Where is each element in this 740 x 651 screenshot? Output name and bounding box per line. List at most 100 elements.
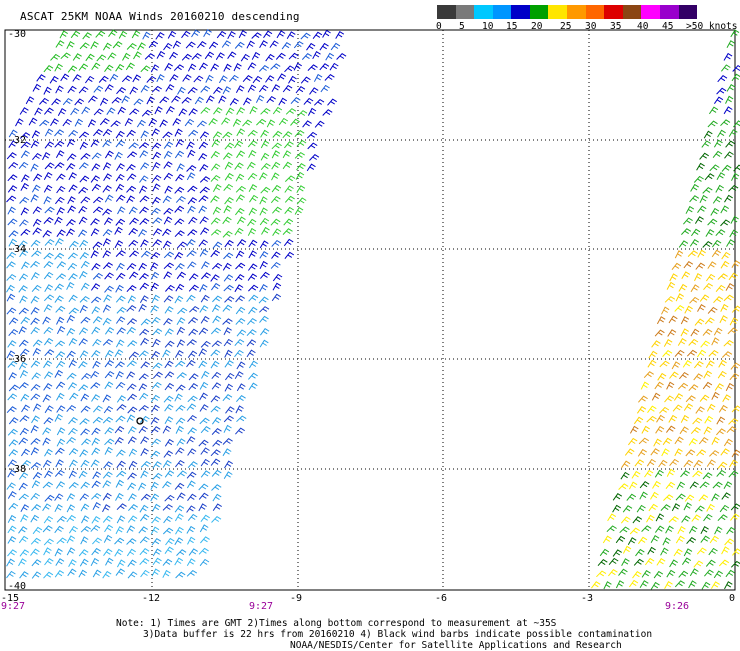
wind-barb xyxy=(638,396,647,402)
wind-barb xyxy=(117,328,126,334)
wind-barb xyxy=(67,438,76,444)
wind-barb xyxy=(44,218,53,224)
wind-barb xyxy=(696,407,705,414)
wind-barb xyxy=(93,207,103,213)
wind-barb xyxy=(165,384,174,390)
wind-barb xyxy=(699,495,708,501)
wind-barb xyxy=(695,506,704,512)
wind-barb xyxy=(81,394,89,401)
wind-barb xyxy=(596,571,606,577)
wind-barb xyxy=(163,350,171,357)
wind-barb xyxy=(103,43,111,50)
wind-barb xyxy=(57,230,66,237)
wind-barb xyxy=(679,373,688,379)
wind-barb xyxy=(189,374,198,380)
wind-barb xyxy=(9,450,18,456)
wind-barb xyxy=(330,64,338,71)
wind-barb xyxy=(271,197,280,203)
wind-barb xyxy=(212,418,221,425)
wind-barb xyxy=(294,42,303,48)
wind-barb xyxy=(224,285,234,291)
wind-barb xyxy=(237,108,245,115)
wind-barb xyxy=(31,308,39,315)
wind-barb xyxy=(79,385,88,391)
wind-barb xyxy=(235,42,244,48)
wind-barb xyxy=(177,318,185,325)
wind-barb xyxy=(187,251,197,257)
wind-barb xyxy=(93,570,101,577)
wind-barb xyxy=(44,295,54,301)
wind-barb xyxy=(199,504,207,511)
wind-barb xyxy=(80,240,88,247)
wind-barb xyxy=(26,97,34,104)
wind-barb xyxy=(79,188,88,194)
wind-barb xyxy=(186,42,195,48)
wind-barb xyxy=(621,517,630,523)
wind-barb xyxy=(700,295,709,301)
wind-barb xyxy=(655,330,664,336)
wind-barb xyxy=(710,165,720,171)
wind-barb xyxy=(68,197,76,204)
wind-barb xyxy=(633,517,642,523)
wind-barb xyxy=(598,560,607,566)
wind-barb xyxy=(194,76,203,82)
wind-barb xyxy=(204,30,212,37)
wind-barb xyxy=(217,32,226,38)
wind-barb xyxy=(69,360,77,367)
wind-barb xyxy=(20,108,28,115)
wind-barb xyxy=(197,121,206,127)
wind-barb xyxy=(67,516,76,522)
wind-barb xyxy=(206,96,214,103)
wind-barb xyxy=(732,406,740,412)
wind-barb xyxy=(211,64,219,71)
wind-barb xyxy=(153,549,161,556)
wind-barb xyxy=(714,571,723,578)
wind-barb xyxy=(323,31,331,38)
wind-barb xyxy=(7,153,16,159)
wind-barb xyxy=(166,539,175,545)
wind-barb xyxy=(225,241,234,248)
wind-barb xyxy=(726,141,735,147)
wind-barb xyxy=(213,242,222,248)
wind-barb xyxy=(152,383,161,389)
wind-barb xyxy=(45,163,54,169)
wind-barb xyxy=(128,572,137,578)
wind-barb xyxy=(55,253,64,259)
wind-barb xyxy=(103,141,112,148)
wind-barb xyxy=(141,494,150,500)
wind-barb xyxy=(79,230,87,237)
wind-barb xyxy=(175,538,183,545)
wind-barb xyxy=(657,416,665,423)
wind-barb xyxy=(654,572,663,579)
wind-barb xyxy=(8,429,17,435)
wind-barb xyxy=(278,74,286,81)
wind-barb xyxy=(233,119,241,126)
wind-barb xyxy=(151,427,160,433)
wind-barb xyxy=(199,484,208,490)
wind-barb xyxy=(213,494,221,501)
wind-barb xyxy=(80,272,88,279)
wind-barb xyxy=(727,528,736,535)
wind-barb xyxy=(659,408,669,414)
wind-barb xyxy=(63,120,72,126)
wind-barb xyxy=(247,340,256,346)
wind-barb xyxy=(91,251,99,258)
wind-barb xyxy=(149,41,158,47)
wind-barb xyxy=(230,99,238,106)
wind-barb xyxy=(69,339,77,346)
wind-barb xyxy=(252,53,260,60)
wind-barb xyxy=(724,295,734,301)
wind-barb xyxy=(704,371,712,378)
wind-barb xyxy=(727,240,735,247)
wind-barb xyxy=(168,32,176,39)
wind-barb xyxy=(56,274,66,280)
wind-barb xyxy=(702,141,711,147)
wind-barb xyxy=(192,30,200,37)
wind-barb xyxy=(44,253,54,259)
wind-barb xyxy=(140,393,149,400)
wind-barb xyxy=(200,177,210,183)
wind-barb xyxy=(33,85,41,92)
wind-barb xyxy=(67,505,75,512)
wind-barb xyxy=(55,571,64,578)
